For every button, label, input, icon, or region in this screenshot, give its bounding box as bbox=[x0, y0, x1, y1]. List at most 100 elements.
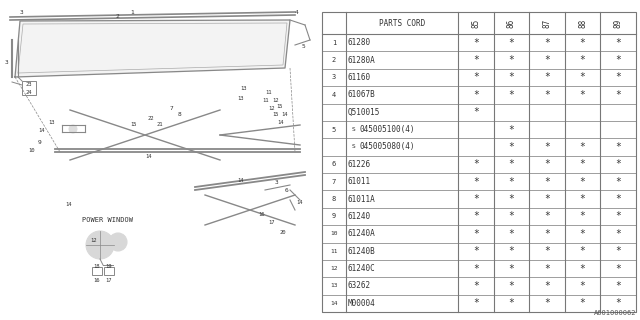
Text: 5: 5 bbox=[302, 44, 306, 50]
Text: 11: 11 bbox=[330, 249, 338, 254]
Text: 1: 1 bbox=[332, 40, 336, 46]
Text: *: * bbox=[508, 281, 515, 291]
Text: *: * bbox=[615, 298, 621, 308]
Text: *: * bbox=[473, 229, 479, 239]
Text: *: * bbox=[544, 55, 550, 65]
Text: PARTS CORD: PARTS CORD bbox=[379, 19, 425, 28]
Text: *: * bbox=[615, 281, 621, 291]
Text: *: * bbox=[580, 281, 586, 291]
Text: 18: 18 bbox=[93, 265, 100, 269]
Text: 14: 14 bbox=[38, 127, 45, 132]
Text: *: * bbox=[580, 194, 586, 204]
Text: *: * bbox=[615, 177, 621, 187]
Text: *: * bbox=[580, 55, 586, 65]
Text: *: * bbox=[508, 90, 515, 100]
Text: *: * bbox=[544, 212, 550, 221]
Text: *: * bbox=[473, 107, 479, 117]
Text: 8: 8 bbox=[178, 113, 182, 117]
Text: 13: 13 bbox=[240, 85, 246, 91]
Text: 14: 14 bbox=[145, 155, 152, 159]
Text: 23: 23 bbox=[26, 83, 32, 87]
Text: 3: 3 bbox=[275, 180, 279, 185]
Text: 11: 11 bbox=[265, 90, 271, 94]
Text: 3: 3 bbox=[20, 10, 24, 14]
Text: *: * bbox=[508, 177, 515, 187]
Bar bbox=[322, 12, 636, 312]
Text: 89: 89 bbox=[614, 18, 623, 28]
Bar bbox=[22, 81, 36, 95]
Text: 15: 15 bbox=[272, 113, 278, 117]
Text: *: * bbox=[544, 159, 550, 169]
Text: 12: 12 bbox=[272, 98, 278, 102]
Text: *: * bbox=[544, 142, 550, 152]
Text: *: * bbox=[544, 281, 550, 291]
Text: *: * bbox=[508, 194, 515, 204]
Text: 4: 4 bbox=[295, 10, 299, 14]
Text: *: * bbox=[615, 246, 621, 256]
Text: 14: 14 bbox=[65, 203, 72, 207]
Text: 7: 7 bbox=[170, 106, 173, 110]
Text: 14: 14 bbox=[281, 113, 287, 117]
Text: 14: 14 bbox=[296, 199, 303, 204]
Text: 4: 4 bbox=[332, 92, 336, 98]
Text: *: * bbox=[508, 264, 515, 274]
Text: *: * bbox=[580, 159, 586, 169]
Circle shape bbox=[86, 231, 114, 259]
Text: 20: 20 bbox=[280, 229, 287, 235]
Text: 2: 2 bbox=[115, 13, 119, 19]
Text: 6: 6 bbox=[285, 188, 289, 193]
Text: *: * bbox=[615, 194, 621, 204]
Text: *: * bbox=[473, 194, 479, 204]
Text: A601000062: A601000062 bbox=[593, 310, 636, 316]
Text: *: * bbox=[544, 177, 550, 187]
Text: *: * bbox=[615, 159, 621, 169]
Text: 13: 13 bbox=[330, 284, 338, 288]
Text: 61011: 61011 bbox=[348, 177, 371, 186]
Text: 6: 6 bbox=[332, 161, 336, 167]
Text: 15: 15 bbox=[130, 123, 136, 127]
Text: 9: 9 bbox=[38, 140, 42, 145]
Text: 1: 1 bbox=[130, 10, 134, 14]
Text: *: * bbox=[473, 212, 479, 221]
Text: *: * bbox=[544, 229, 550, 239]
Text: *: * bbox=[508, 72, 515, 83]
Text: 3: 3 bbox=[5, 60, 9, 65]
Text: *: * bbox=[508, 246, 515, 256]
Text: *: * bbox=[544, 38, 550, 48]
Text: 8: 8 bbox=[332, 196, 336, 202]
Text: *: * bbox=[544, 298, 550, 308]
Text: *: * bbox=[508, 38, 515, 48]
Text: *: * bbox=[508, 298, 515, 308]
Text: *: * bbox=[473, 72, 479, 83]
Text: 16: 16 bbox=[258, 212, 264, 218]
Text: *: * bbox=[580, 38, 586, 48]
Text: *: * bbox=[473, 55, 479, 65]
Text: 61160: 61160 bbox=[348, 73, 371, 82]
Text: 61240A: 61240A bbox=[348, 229, 376, 238]
Text: *: * bbox=[544, 90, 550, 100]
Text: 86: 86 bbox=[507, 18, 516, 28]
Text: 13: 13 bbox=[237, 95, 243, 100]
Text: Q510015: Q510015 bbox=[348, 108, 380, 117]
Text: 7: 7 bbox=[332, 179, 336, 185]
Text: 61240: 61240 bbox=[348, 212, 371, 221]
Text: 5: 5 bbox=[332, 127, 336, 132]
Text: 16: 16 bbox=[93, 277, 100, 283]
Text: *: * bbox=[508, 159, 515, 169]
Text: *: * bbox=[473, 159, 479, 169]
Text: POWER WINDOW: POWER WINDOW bbox=[83, 217, 134, 223]
Text: 14: 14 bbox=[330, 301, 338, 306]
Text: *: * bbox=[473, 298, 479, 308]
Text: *: * bbox=[615, 55, 621, 65]
Text: S: S bbox=[351, 127, 355, 132]
Text: 61240C: 61240C bbox=[348, 264, 376, 273]
Text: *: * bbox=[580, 212, 586, 221]
Text: *: * bbox=[580, 298, 586, 308]
Text: 14: 14 bbox=[237, 178, 243, 182]
Text: *: * bbox=[615, 212, 621, 221]
Text: *: * bbox=[473, 264, 479, 274]
Text: *: * bbox=[544, 246, 550, 256]
Text: *: * bbox=[544, 194, 550, 204]
Text: *: * bbox=[580, 229, 586, 239]
Text: 61240B: 61240B bbox=[348, 247, 376, 256]
